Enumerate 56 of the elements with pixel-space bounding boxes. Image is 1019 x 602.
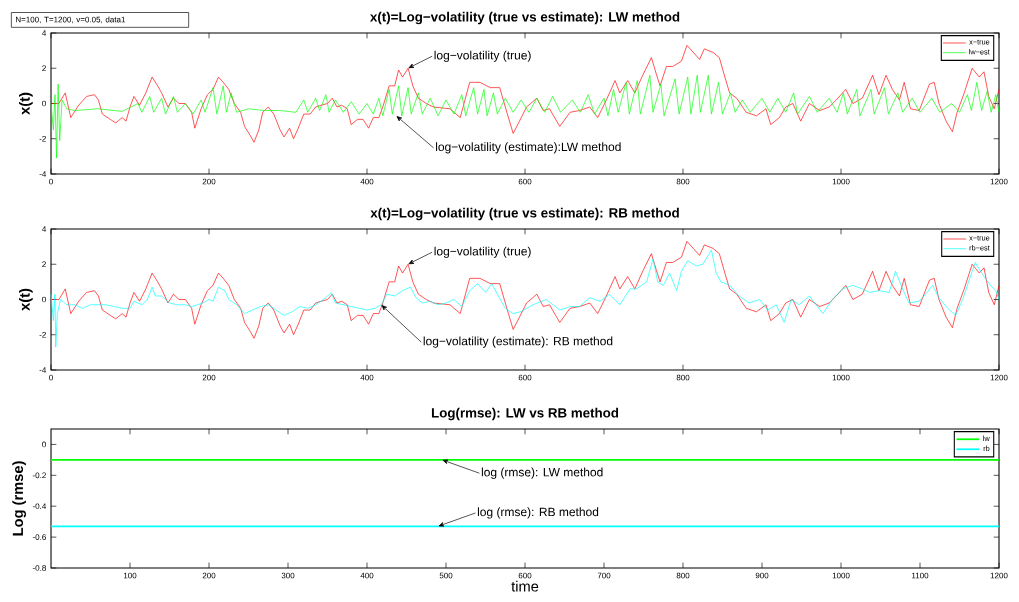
y-tick-label: -0.2 — [32, 472, 46, 479]
x-tick-label: 400 — [360, 178, 374, 185]
x-tick-label: 300 — [281, 572, 295, 579]
y-tick-label: 2 — [42, 65, 46, 72]
y-tick-label: -0.4 — [32, 503, 47, 510]
text: N=100, T=1200, v=0.05, data1 — [15, 16, 126, 24]
y-axis-title: x(t) — [19, 288, 33, 311]
line-series — [50, 74, 1000, 159]
x-tick-label: 200 — [202, 374, 216, 381]
y-tick-label: 4 — [42, 226, 47, 232]
x-tick-label: 1200 — [990, 178, 1008, 185]
y-tick-label: -2 — [39, 135, 46, 142]
y-tick-label: 0 — [42, 441, 46, 448]
x-tick-label: 0 — [49, 374, 53, 381]
y-axis-title: x(t) — [19, 92, 33, 115]
x-tick-label: 600 — [518, 374, 532, 381]
annotation: log−volatility (estimate):LW method — [436, 142, 621, 154]
x-tick-label: 800 — [676, 178, 690, 185]
y-tick-label: 0 — [42, 100, 46, 107]
x-tick-label: 600 — [518, 178, 532, 185]
x-tick-label: 800 — [676, 572, 690, 579]
x-tick-label: 1200 — [990, 374, 1008, 381]
x-tick-label: 1100 — [912, 572, 929, 579]
x-tick-label: 800 — [676, 374, 690, 381]
x-tick-label: 500 — [439, 572, 453, 579]
y-tick-label: -4 — [39, 367, 47, 373]
annotation: log (rmse): LW method — [481, 467, 603, 479]
x-tick-label: 200 — [202, 178, 216, 185]
annotation: log−volatility (estimate): RB method — [423, 336, 613, 348]
x-tick-label: 0 — [49, 178, 53, 185]
y-tick-label: 2 — [42, 261, 46, 268]
chart-title: x(t)=Log−volatility (true vs estimate): RB method — [370, 207, 679, 221]
x-tick-label: 1000 — [832, 178, 850, 185]
x-tick-label: 900 — [755, 572, 769, 579]
chart-title: Log(rmse): LW vs RB method — [431, 407, 619, 421]
y-axis-title: Log (rmse) — [12, 461, 27, 536]
x-tick-label: 600 — [518, 572, 532, 579]
chart-title: x(t)=Log−volatility (true vs estimate): LW method — [370, 11, 680, 25]
x-tick-label: 200 — [202, 572, 216, 579]
x-tick-label: 1000 — [832, 374, 850, 381]
x-tick-label: 700 — [597, 572, 611, 579]
x-tick-label: 1200 — [990, 572, 1008, 579]
x-tick-label: 400 — [360, 572, 374, 579]
annotation: log (rmse): RB method — [477, 507, 599, 519]
y-tick-label: -4 — [39, 171, 47, 177]
y-tick-label: -0.8 — [32, 565, 46, 571]
x-tick-label: 100 — [123, 572, 137, 579]
x-tick-label: 400 — [360, 374, 374, 381]
y-tick-label: -0.6 — [32, 534, 46, 540]
x-tick-label: 1000 — [832, 572, 850, 579]
annotation: log−volatility (true) — [434, 50, 531, 62]
y-tick-label: 0 — [42, 296, 46, 303]
annotation: log−volatility (true) — [434, 246, 531, 258]
x-axis-title: time — [511, 580, 539, 592]
y-tick-label: -2 — [39, 331, 46, 338]
y-tick-label: 4 — [42, 30, 47, 36]
